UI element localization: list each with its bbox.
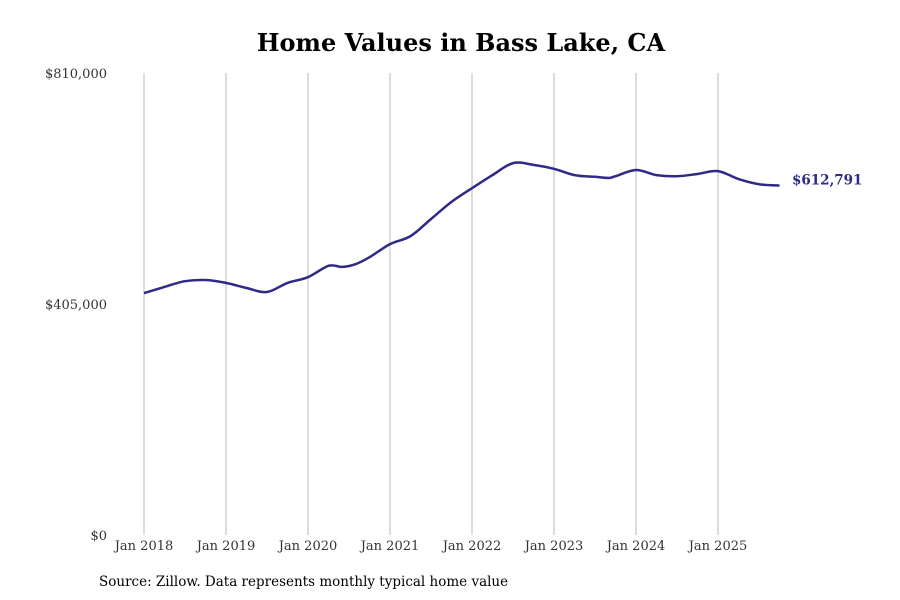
x-tick-label: Jan 2019 [195, 539, 256, 554]
y-tick-label: $810,000 [45, 67, 107, 82]
x-tick-label: Jan 2021 [359, 539, 420, 554]
end-value-label: $612,791 [792, 172, 862, 188]
y-tick-label: $0 [90, 529, 107, 544]
x-tick-label: Jan 2022 [441, 539, 502, 554]
x-tick-label: Jan 2020 [277, 539, 338, 554]
x-tick-label: Jan 2025 [687, 539, 748, 554]
x-tick-label: Jan 2024 [605, 539, 666, 554]
x-tick-label: Jan 2023 [523, 539, 584, 554]
series-line [143, 161, 780, 295]
y-tick-label: $405,000 [45, 298, 107, 313]
x-tick-label: Jan 2018 [113, 539, 174, 554]
chart-title: Home Values in Bass Lake, CA [256, 28, 666, 57]
source-note: Source: Zillow. Data represents monthly … [99, 574, 509, 590]
